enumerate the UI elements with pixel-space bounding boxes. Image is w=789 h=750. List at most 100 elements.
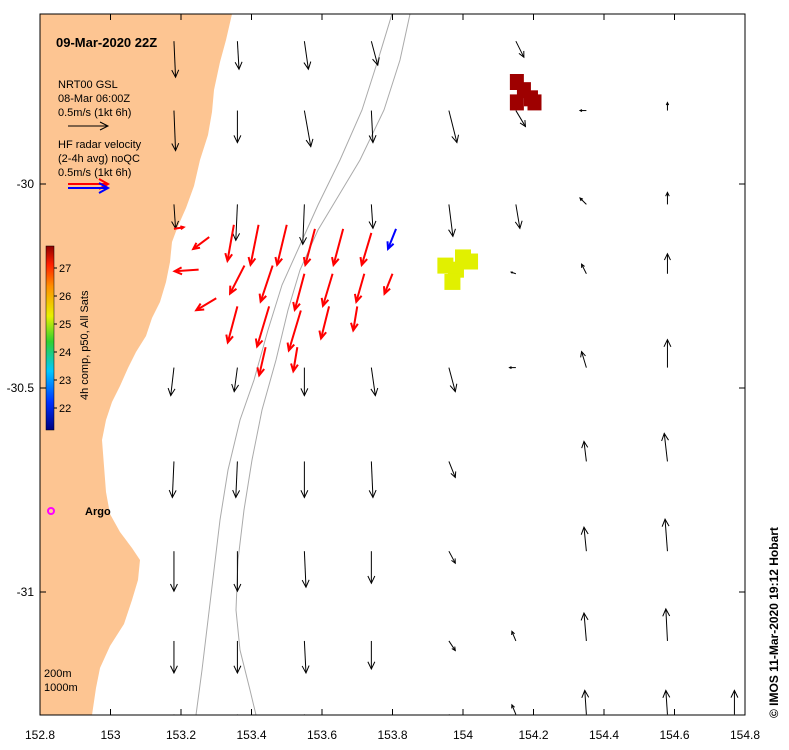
gsl-current-arrow — [167, 367, 176, 397]
gsl-current-arrow — [509, 271, 517, 275]
colorbar-tick-label: 23 — [59, 375, 71, 387]
sst-colorbar: 27 26 25 24 23 22 4h comp, p50, All Sats — [45, 245, 91, 431]
gsl-current-arrow — [730, 689, 739, 715]
gsl-current-arrow — [171, 110, 180, 152]
gsl-current-arrow — [661, 518, 670, 552]
gsl-current-arrow — [448, 714, 450, 715]
argo-label: Argo — [85, 506, 111, 518]
isobath-1000m-label: 1000m — [44, 682, 78, 694]
imos-credit: © IMOS 11-Mar-2020 19:12 Hobart — [767, 527, 781, 718]
x-tick-label: 154 — [453, 728, 473, 742]
gsl-vector-field — [167, 40, 739, 715]
gsl-current-arrow — [511, 703, 517, 715]
gsl-current-arrow — [233, 551, 242, 593]
gsl-current-arrow — [300, 461, 309, 499]
x-tick-label: 154.2 — [518, 728, 548, 742]
legend-radar-title: HF radar velocity — [58, 139, 142, 151]
legend-radar-avg: (2-4h avg) noQC — [58, 153, 140, 165]
radar-current-arrow — [228, 265, 246, 296]
radar-current-arrow — [350, 306, 359, 333]
sst-patches — [437, 74, 542, 290]
gsl-current-arrow — [367, 551, 376, 585]
x-tick-label: 153.6 — [307, 728, 337, 742]
radar-current-arrow — [382, 273, 394, 296]
gsl-current-arrow — [661, 432, 669, 462]
radar-current-arrow — [386, 228, 397, 252]
gsl-current-arrow — [578, 109, 587, 112]
gsl-current-arrow — [232, 461, 241, 499]
colorbar-tick-label: 24 — [59, 347, 71, 359]
colorbar-tick-label: 27 — [59, 263, 71, 275]
gsl-current-arrow — [448, 367, 458, 393]
radar-current-arrow — [194, 297, 217, 312]
gsl-current-arrow — [581, 440, 589, 462]
gsl-current-arrow — [303, 41, 312, 71]
y-tick-label: -30.5 — [7, 381, 35, 395]
gsl-current-arrow — [170, 551, 178, 593]
sst-cell-hot — [527, 94, 542, 111]
legend-gsl-arrow — [68, 121, 110, 131]
gsl-current-arrow — [448, 204, 456, 238]
gsl-current-arrow — [168, 461, 177, 499]
argo-float-marker: Argo — [47, 506, 111, 518]
legend-radar-arrow — [68, 178, 111, 194]
gsl-current-arrow — [370, 367, 379, 397]
gsl-current-arrow — [234, 41, 243, 71]
gsl-current-arrow — [662, 689, 671, 715]
gsl-current-arrow — [368, 110, 377, 144]
gsl-current-arrow — [448, 110, 460, 144]
gsl-current-arrow — [514, 204, 523, 230]
gsl-current-arrow — [581, 263, 587, 274]
gsl-current-arrow — [368, 461, 377, 499]
radar-current-arrow — [256, 346, 267, 378]
gsl-current-arrow — [581, 689, 590, 715]
gsl-current-arrow — [515, 40, 525, 59]
isobath-200m-label: 200m — [44, 668, 72, 680]
x-tick-label: 153.4 — [236, 728, 266, 742]
hf-radar-vector-field — [172, 224, 397, 378]
radar-current-arrow — [225, 306, 239, 345]
gsl-current-arrow — [580, 350, 587, 368]
x-tick-label: 153 — [100, 728, 120, 742]
gsl-current-arrow — [511, 630, 517, 642]
x-tick-label: 153.2 — [166, 728, 196, 742]
radar-current-arrow — [318, 306, 331, 341]
y-tick-label: -31 — [17, 585, 35, 599]
gsl-current-arrow — [231, 367, 240, 393]
y-tick-label: -30 — [17, 177, 35, 191]
radar-current-arrow — [286, 310, 302, 353]
gsl-current-arrow — [303, 110, 314, 148]
gsl-current-arrow — [367, 640, 376, 671]
gsl-current-arrow — [448, 640, 456, 652]
radar-current-arrow — [292, 273, 306, 312]
radar-current-arrow — [359, 232, 373, 268]
radar-current-arrow — [258, 265, 274, 304]
gsl-current-arrow — [448, 461, 457, 479]
coastline-land — [40, 14, 232, 715]
sst-cell-warm — [462, 253, 479, 270]
gsl-current-arrow — [580, 526, 589, 552]
radar-current-arrow — [290, 347, 299, 374]
x-tick-label: 153.8 — [377, 728, 407, 742]
gsl-current-arrow — [663, 252, 671, 274]
radar-current-arrow — [254, 306, 271, 349]
map-title: 09-Mar-2020 22Z — [56, 35, 157, 50]
radar-current-arrow — [353, 273, 366, 304]
radar-current-arrow — [191, 236, 210, 251]
sst-cell-warm — [447, 261, 464, 278]
gsl-current-arrow — [580, 611, 589, 642]
sst-cell-warm — [444, 273, 461, 290]
x-tick-label: 154.6 — [659, 728, 689, 742]
gsl-current-arrow — [665, 101, 670, 111]
gsl-current-arrow — [665, 191, 670, 205]
isobath-1000m — [235, 14, 411, 715]
gsl-current-arrow — [233, 110, 242, 144]
colorbar-gradient — [45, 245, 55, 431]
colorbar-tick-label: 26 — [59, 291, 71, 303]
colorbar-tick-label: 25 — [59, 319, 71, 331]
gsl-current-arrow — [232, 204, 241, 242]
gsl-current-arrow — [508, 366, 516, 370]
x-tick-label: 152.8 — [25, 728, 55, 742]
gsl-current-arrow — [299, 204, 307, 246]
colorbar-label: 4h comp, p50, All Sats — [79, 290, 91, 400]
